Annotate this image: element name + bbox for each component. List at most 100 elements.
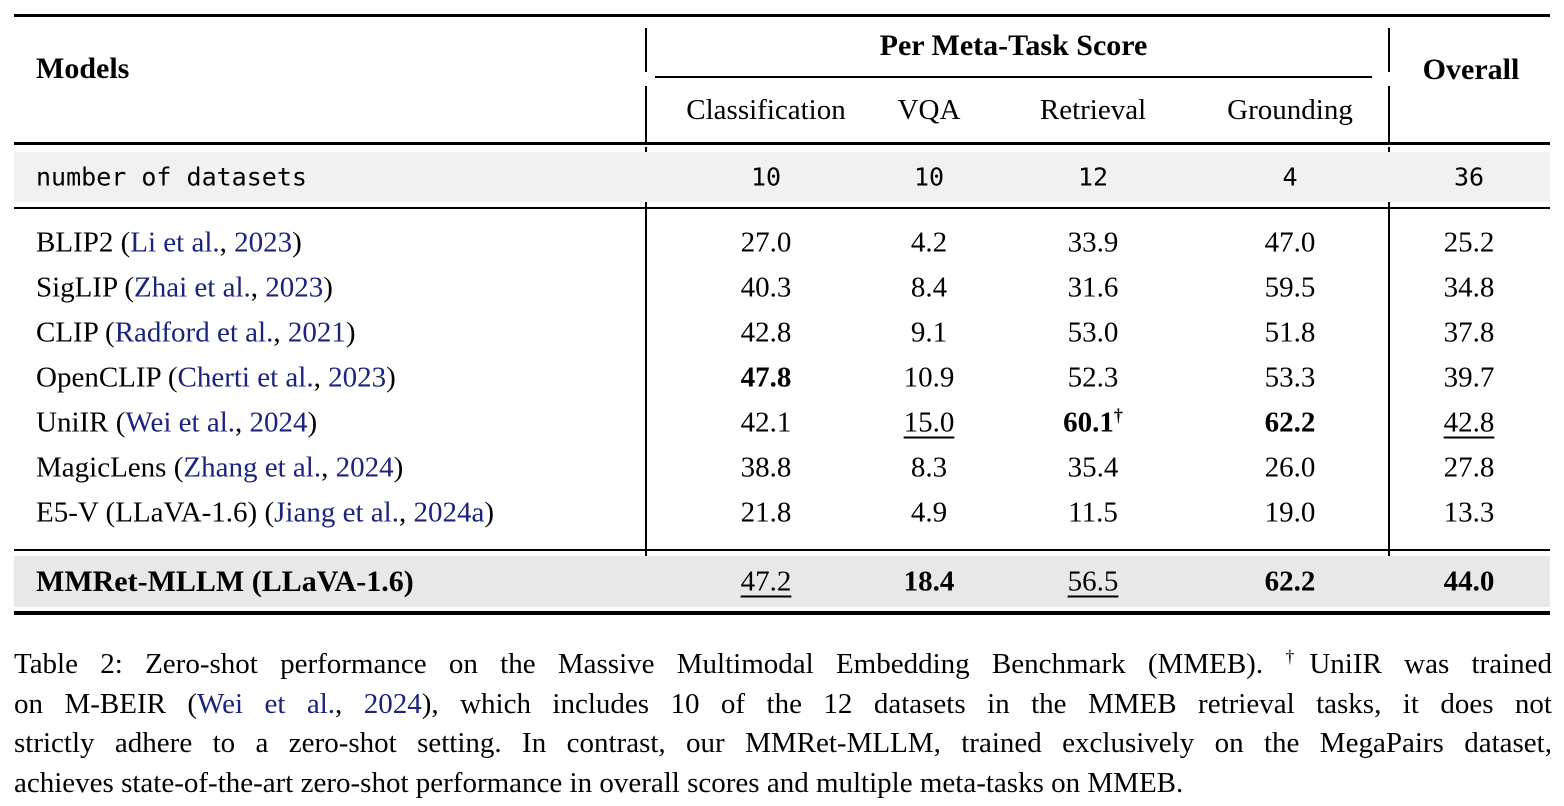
score-cell: 47.0 — [1264, 226, 1316, 258]
citation-link[interactable]: 2023 — [328, 361, 387, 393]
citation-link[interactable]: Jiang et al. — [274, 496, 399, 528]
datasets-count-grounding: 4 — [1282, 162, 1298, 192]
datasets-count-row: number of datasets 10 10 12 4 36 — [0, 152, 1564, 202]
score-cell: 33.9 — [1067, 226, 1119, 258]
score-cell: 25.2 — [1443, 226, 1495, 258]
citation-link[interactable]: 2023 — [265, 271, 324, 303]
dagger-marker: † — [1285, 646, 1310, 667]
score-cell: 39.7 — [1443, 361, 1495, 393]
table-row: MagicLens (Zhang et al., 2024) 38.8 8.3 35.… — [0, 445, 1564, 490]
citation-link[interactable]: 2024a — [413, 496, 485, 528]
score-cell: 42.1 — [740, 406, 792, 438]
vertical-rule-right — [1388, 147, 1390, 607]
score-cell: 42.8 — [740, 316, 792, 348]
caption-line: strictly adhere to a zero-shot setting. … — [14, 727, 1552, 759]
score-cell: 27.0 — [740, 226, 792, 258]
score-cell: 9.1 — [910, 316, 948, 348]
highlight-row-band — [14, 556, 1550, 607]
model-name: CLIP (Radford et al., 2021) — [36, 316, 356, 348]
score-cell: 62.2 — [1264, 565, 1316, 597]
score-cell: 60.1† — [1063, 404, 1123, 438]
score-cell: 59.5 — [1264, 271, 1316, 303]
score-cell: 56.5 — [1067, 565, 1119, 597]
score-cell: 47.8 — [740, 361, 792, 393]
score-cell: 27.8 — [1443, 451, 1495, 483]
datasets-count-classification: 10 — [750, 162, 782, 192]
score-cell: 62.2 — [1264, 406, 1316, 438]
citation-link[interactable]: Zhai et al. — [134, 271, 251, 303]
score-cell: 38.8 — [740, 451, 792, 483]
column-header-vqa: VQA — [897, 94, 961, 126]
vertical-rule-left — [645, 147, 647, 607]
vertical-rule-right — [1388, 28, 1390, 72]
highlight-model-name: MMRet-MLLM (LLaVA-1.6) — [36, 564, 414, 598]
vertical-rule-left — [645, 28, 647, 72]
model-name: SigLIP (Zhai et al., 2023) — [36, 271, 333, 303]
table-row: E5-V (LLaVA-1.6) (Jiang et al., 2024a) 21… — [0, 490, 1564, 535]
score-cell: 10.9 — [903, 361, 955, 393]
score-cell: 21.8 — [740, 496, 792, 528]
score-cell: 35.4 — [1067, 451, 1119, 483]
caption-line: Table 2: Zero-shot performance on the Ma… — [14, 646, 1553, 680]
score-cell: 19.0 — [1264, 496, 1316, 528]
score-cell: 47.2 — [740, 565, 792, 597]
score-cell: 51.8 — [1264, 316, 1316, 348]
score-cell: 18.4 — [903, 565, 955, 597]
table-row: SigLIP (Zhai et al., 2023) 40.3 8.4 31.6 59.… — [0, 265, 1564, 310]
score-cell: 8.4 — [910, 271, 948, 303]
citation-link[interactable]: Wei et al. — [125, 406, 236, 438]
column-header-overall: Overall — [1422, 53, 1520, 86]
column-header-grounding: Grounding — [1227, 94, 1353, 126]
citation-link[interactable]: 2023 — [234, 226, 293, 258]
score-cell: 40.3 — [740, 271, 792, 303]
citation-link[interactable]: Li et al. — [130, 226, 220, 258]
model-name: MagicLens (Zhang et al., 2024) — [36, 451, 404, 483]
score-cell: 4.9 — [910, 496, 948, 528]
column-header-classification: Classification — [686, 94, 846, 126]
datasets-count-overall: 36 — [1453, 162, 1485, 192]
table-rule-header-bottom — [14, 142, 1550, 145]
score-cell: 4.2 — [910, 226, 948, 258]
dagger-marker: † — [1113, 404, 1123, 425]
score-cell: 44.0 — [1443, 565, 1495, 597]
score-cell: 52.3 — [1067, 361, 1119, 393]
table-rule-above-highlight — [14, 549, 1550, 551]
score-cell: 11.5 — [1068, 496, 1118, 528]
table-row: CLIP (Radford et al., 2021) 42.8 9.1 53.0 51… — [0, 310, 1564, 355]
citation-link[interactable]: 2024 — [249, 406, 308, 438]
column-group-header: Per Meta-Task Score — [879, 29, 1148, 62]
model-name: BLIP2 (Li et al., 2023) — [36, 226, 302, 258]
table-caption: Table 2: Zero-shot performance on the Ma… — [14, 645, 1552, 803]
table-row: BLIP2 (Li et al., 2023) 27.0 4.2 33.9 47.0 25… — [0, 220, 1564, 265]
score-cell: 15.0 — [903, 406, 955, 438]
score-cell: 37.8 — [1443, 316, 1495, 348]
caption-line: achieves state-of-the-art zero-shot perf… — [14, 766, 1184, 799]
table-rule-datasets-bottom — [14, 207, 1550, 209]
datasets-row-label: number of datasets — [36, 162, 307, 192]
vertical-rule-right — [1388, 86, 1390, 142]
table-rule-group-underline — [655, 76, 1372, 78]
table-rule-bottom — [14, 611, 1550, 615]
datasets-count-retrieval: 12 — [1077, 162, 1109, 192]
column-header-retrieval: Retrieval — [1039, 94, 1147, 126]
caption-line: on M-BEIR (Wei et al., 2024), which incl… — [14, 687, 1552, 720]
citation-link[interactable]: Radford et al. — [114, 316, 274, 348]
score-cell: 8.3 — [910, 451, 948, 483]
score-cell: 26.0 — [1264, 451, 1316, 483]
score-cell: 31.6 — [1067, 271, 1119, 303]
score-cell: 34.8 — [1443, 271, 1495, 303]
citation-link[interactable]: Zhang et al. — [183, 451, 322, 483]
score-cell: 13.3 — [1443, 496, 1495, 528]
datasets-count-vqa: 10 — [913, 162, 945, 192]
citation-link[interactable]: 2021 — [287, 316, 346, 348]
citation-link[interactable]: 2024 — [363, 687, 422, 720]
datasets-row-band — [14, 152, 1550, 202]
table-rule-top — [14, 14, 1550, 17]
highlight-row: MMRet-MLLM (LLaVA-1.6) 47.2 18.4 56.5 62.2 4… — [0, 556, 1564, 607]
citation-link[interactable]: Wei et al. — [197, 687, 336, 720]
citation-link[interactable]: 2024 — [335, 451, 394, 483]
table-row: OpenCLIP (Cherti et al., 2023) 47.8 10.9 52… — [0, 355, 1564, 400]
citation-link[interactable]: Cherti et al. — [177, 361, 314, 393]
vertical-rule-left — [645, 86, 647, 142]
